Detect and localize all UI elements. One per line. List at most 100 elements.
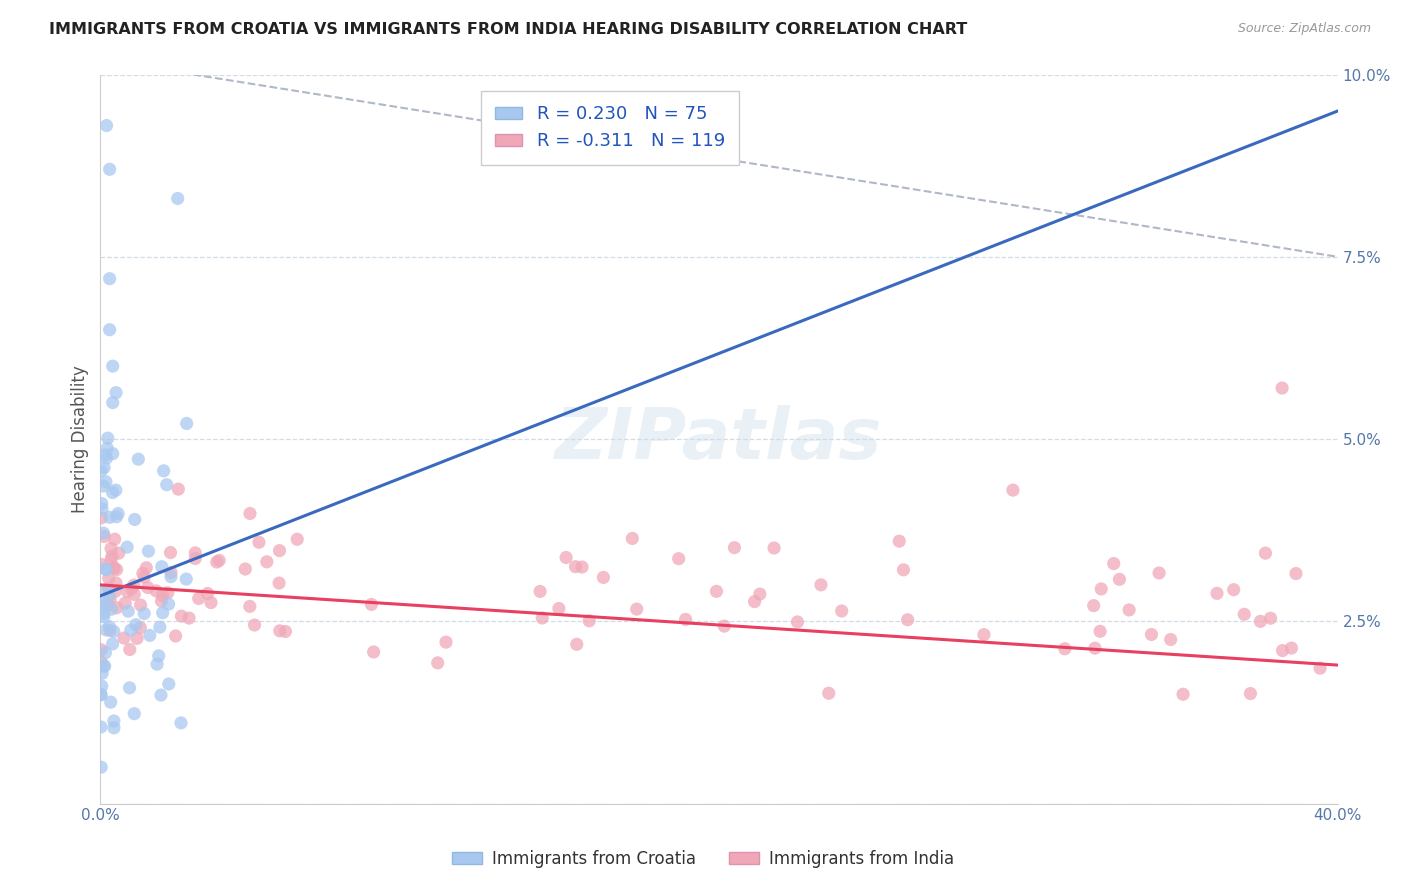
Point — [91, 666, 114, 681]
Point — [122, 706, 145, 721]
Point — [786, 615, 808, 629]
Point — [274, 624, 297, 639]
Point — [90, 656, 112, 670]
Point — [1254, 546, 1277, 560]
Point — [152, 588, 174, 602]
Point — [97, 598, 120, 612]
Point — [197, 586, 219, 600]
Point — [103, 624, 125, 639]
Point — [101, 447, 124, 461]
Point — [97, 581, 120, 595]
Point — [94, 562, 117, 576]
Point — [1053, 641, 1076, 656]
Text: IMMIGRANTS FROM CROATIA VS IMMIGRANTS FROM INDIA HEARING DISABILITY CORRELATION : IMMIGRANTS FROM CROATIA VS IMMIGRANTS FR… — [49, 22, 967, 37]
Point — [565, 637, 588, 651]
Point — [626, 602, 648, 616]
Point — [1083, 599, 1105, 613]
Point — [93, 479, 115, 493]
Point — [93, 607, 115, 621]
Point — [1206, 586, 1229, 600]
Point — [897, 613, 920, 627]
Point — [93, 659, 115, 673]
Point — [90, 642, 112, 657]
Point — [571, 560, 593, 574]
Point — [174, 572, 197, 586]
Point — [157, 597, 180, 611]
Point — [160, 570, 183, 584]
Point — [100, 553, 122, 567]
Point — [578, 614, 600, 628]
Point — [90, 688, 112, 702]
Point — [94, 623, 117, 637]
Point — [170, 715, 193, 730]
Legend: Immigrants from Croatia, Immigrants from India: Immigrants from Croatia, Immigrants from… — [446, 844, 960, 875]
Point — [127, 452, 149, 467]
Point — [973, 627, 995, 641]
Point — [817, 686, 839, 700]
Point — [165, 629, 187, 643]
Point — [96, 563, 118, 577]
Point — [103, 561, 125, 575]
Point — [94, 646, 117, 660]
Point — [93, 526, 115, 541]
Point — [94, 595, 117, 609]
Point — [90, 720, 112, 734]
Point — [893, 563, 915, 577]
Point — [118, 681, 141, 695]
Point — [285, 533, 308, 547]
Point — [149, 620, 172, 634]
Point — [156, 586, 179, 600]
Point — [117, 604, 139, 618]
Point — [129, 621, 152, 635]
Point — [98, 323, 121, 337]
Text: ZIPatlas: ZIPatlas — [555, 405, 883, 474]
Point — [184, 551, 207, 566]
Point — [547, 601, 569, 615]
Point — [138, 544, 160, 558]
Point — [1309, 661, 1331, 675]
Point — [104, 584, 127, 599]
Point — [1249, 615, 1271, 629]
Point — [145, 583, 167, 598]
Point — [114, 596, 136, 610]
Point — [96, 119, 118, 133]
Point — [1102, 557, 1125, 571]
Point — [529, 584, 551, 599]
Point — [426, 656, 449, 670]
Point — [93, 529, 115, 543]
Point — [98, 589, 121, 603]
Point — [360, 598, 382, 612]
Point — [132, 566, 155, 581]
Point — [117, 584, 139, 599]
Point — [94, 475, 117, 489]
Point — [139, 628, 162, 642]
Point — [152, 464, 174, 478]
Point — [1239, 686, 1261, 700]
Point — [1233, 607, 1256, 622]
Point — [120, 623, 142, 637]
Point — [675, 612, 697, 626]
Point — [744, 594, 766, 608]
Point — [100, 695, 122, 709]
Point — [157, 677, 180, 691]
Point — [184, 546, 207, 560]
Point — [98, 162, 121, 177]
Point — [363, 645, 385, 659]
Point — [177, 611, 200, 625]
Point — [159, 545, 181, 559]
Point — [555, 550, 578, 565]
Point — [150, 559, 173, 574]
Point — [135, 561, 157, 575]
Point — [269, 543, 291, 558]
Point — [243, 618, 266, 632]
Point — [103, 721, 125, 735]
Point — [166, 191, 188, 205]
Point — [90, 510, 112, 524]
Point — [1001, 483, 1024, 497]
Point — [668, 551, 690, 566]
Point — [233, 562, 256, 576]
Point — [98, 510, 121, 524]
Point — [136, 581, 159, 595]
Point — [160, 566, 183, 580]
Point — [256, 555, 278, 569]
